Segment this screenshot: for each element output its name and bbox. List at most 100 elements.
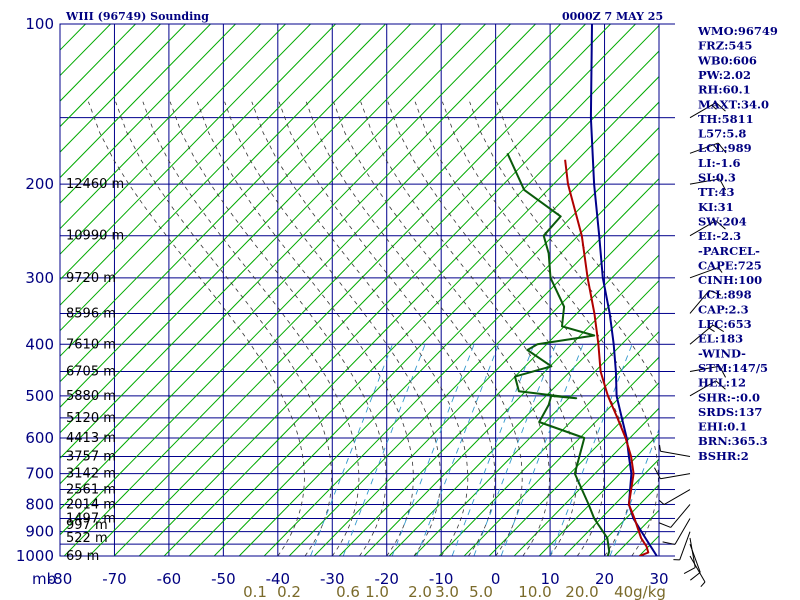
wind-barb-staff [670,504,691,528]
wind-barb-flag [719,178,727,191]
pressure-tick-label: 400 [25,335,54,353]
dry-adiabat-line [60,24,487,459]
temperature-tick-label: 10 [541,570,560,588]
mixing-ratio-label: 3.0 [435,583,459,600]
temperature-tick-label: -40 [266,570,291,588]
wind-barb-staff [660,450,691,457]
wind-barb-half [658,499,665,505]
moist-adiabat-line [142,101,360,556]
dry-adiabat-line [288,177,659,556]
wind-barb-staff [674,518,691,545]
mixing-ratio-labels: 0.1 0.2 0.6 1.0 2.0 3.0 5.0 10.0 20.0 40g/kg [243,583,666,600]
dry-adiabat-line [60,24,262,230]
height-label: 4413 m [66,431,116,446]
dry-adiabat-line [163,50,659,556]
wind-barb-staff [689,267,719,279]
index-value: CINH:100 [698,273,762,287]
mixing-ratio-line [549,344,633,556]
mixing-ratio-line [391,344,475,556]
wind-barb-half [659,444,661,452]
wind-barb-half [717,267,723,273]
index-value: CAPE:725 [698,258,762,272]
index-value: FRZ:545 [698,39,752,53]
wind-barb [653,467,691,480]
index-value: WB0:606 [697,53,757,67]
temperature-tick-label: -50 [211,570,236,588]
height-label: 12460 m [66,177,124,192]
index-value: MAXT:34.0 [698,97,769,111]
parcel-trace [564,159,650,556]
dry-adiabat-line [60,24,187,153]
sounding-time: 0000Z 7 MAY 25 [562,10,663,23]
pressure-tick-label: 900 [25,523,54,541]
dry-adiabat-line [538,433,659,556]
wind-barb-flag [715,380,726,390]
dry-adiabat-line [60,24,137,102]
dry-adiabat-line [60,24,337,306]
dry-adiabat-line [60,24,512,485]
index-value: HEL:12 [698,376,746,390]
dry-adiabat-line [563,458,659,556]
mixing-ratio-label: 10.0 [518,583,551,600]
dry-adiabat-line [588,484,659,556]
pressure-tick-label: 1000 [16,547,54,565]
dry-adiabat-line [60,24,162,128]
wind-barb [658,504,691,528]
wind-barb-flag [719,366,727,378]
dry-adiabat-line [513,407,659,556]
temperature-tick-label: -60 [157,570,182,588]
dry-adiabat-line [60,24,562,536]
wind-barb-staff [689,220,717,237]
index-value: SW:204 [698,214,747,228]
dry-adiabat-line [60,24,237,204]
wind-barb [689,142,727,154]
wind-barb-flag [690,571,701,581]
station-title: WIII (96749) Sounding [65,10,209,23]
dry-adiabat-line [388,279,659,556]
mixing-ratio-line [416,344,500,556]
moist-adiabat-line [442,101,659,556]
mixing-ratio-label: 0.2 [277,583,301,600]
wind-barb [683,537,696,574]
index-value: LFC:653 [698,317,752,331]
moist-adiabat-line [360,101,578,556]
dry-adiabat-line [60,24,437,408]
mixing-ratio-line [500,344,584,556]
moist-adiabat-lines [88,101,659,556]
pressure-tick-label: 800 [25,495,54,513]
height-label: 3142 m [66,467,116,482]
dry-adiabat-line [138,24,659,556]
dry-adiabat-line [60,24,462,434]
mixing-ratio-line [342,344,426,556]
dry-adiabat-line [60,24,412,383]
pressure-axis-unit: mb [32,570,56,588]
height-label: 6705 m [66,365,116,380]
dry-adiabat-line [363,254,659,556]
index-value: LI:-1.6 [698,156,741,170]
dewpoint-trace [506,152,611,556]
moist-adiabat-line [305,101,523,556]
index-value: LCL:989 [698,141,752,155]
mixing-ratio-line [473,344,557,556]
wind-barb [689,102,726,119]
temperature-tick-label: -10 [429,570,454,588]
moist-adiabat-line [251,101,469,556]
moist-adiabat-line [496,101,659,346]
mixing-ratio-label: 1.0 [365,583,389,600]
index-value: L57:5.8 [698,127,746,141]
dry-adiabat-line [313,203,659,556]
height-label: 2561 m [66,483,116,498]
index-value: WMO:96749 [697,24,778,38]
sounding-traces [506,24,658,556]
moist-adiabat-line [333,101,550,556]
wind-barb [659,444,691,457]
wind-barb-flag [715,102,726,112]
index-value: STM:147/5 [698,361,768,375]
wind-barb-staff [689,365,720,373]
pressure-tick-label: 700 [25,465,54,483]
dry-adiabat-line [88,24,612,556]
index-value: PW:2.02 [698,68,751,82]
mixing-ratio-label: 20.0 [565,583,598,600]
wind-barb-flag [662,541,676,545]
